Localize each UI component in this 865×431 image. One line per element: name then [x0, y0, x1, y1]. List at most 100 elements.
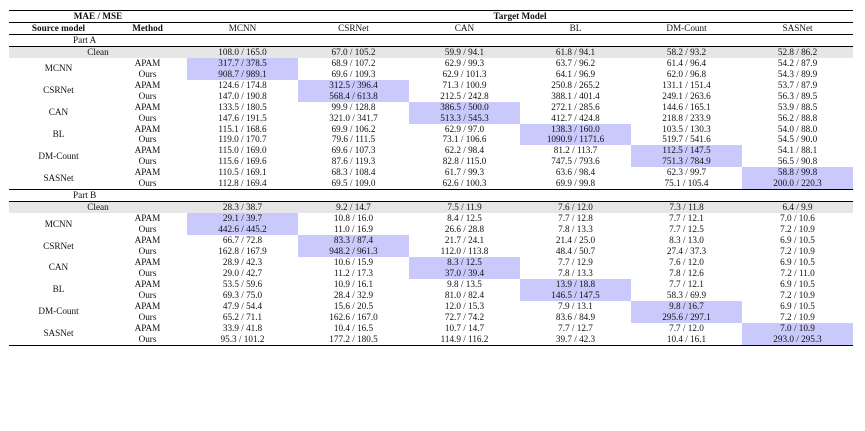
apam-cell: 124.6 / 174.8	[218, 79, 267, 90]
method-label-apam: APAM	[134, 145, 161, 156]
method-label-ours: Ours	[138, 134, 157, 145]
apam-cell: 13.9 / 18.8	[520, 278, 631, 290]
apam-row: BL APAM 115.1 / 168.6 69.9 / 106.2 62.9 / 97…	[9, 123, 853, 139]
apam-cell: 12.0 / 15.3	[444, 300, 485, 311]
apam-cell: 68.9 / 107.2	[331, 57, 376, 68]
apam-cell: 9.8 / 13.5	[447, 278, 482, 289]
apam-cell: 317.7 / 378.5	[187, 57, 298, 69]
apam-cell: 66.7 / 72.8	[222, 235, 263, 246]
apam-cell: 61.7 / 99.3	[444, 167, 485, 178]
source-model-label: CAN	[48, 262, 69, 273]
results-table: MAE / MSE Target Model Source model Meth…	[9, 10, 854, 346]
method-label-ours: Ours	[138, 112, 157, 123]
clean-cell: 6.4 / 9.9	[742, 201, 854, 214]
results-body: Part A Clean 108.0 / 165.0 67.0 / 105.2 59.9…	[9, 33, 854, 346]
apam-cell: 83.3 / 87.4	[298, 235, 409, 247]
ours-cell: 7.2 / 11.0	[780, 267, 815, 278]
ours-cell: 27.4 / 37.3	[666, 246, 707, 257]
method-label-apam: APAM	[134, 322, 161, 333]
source-model-label: BL	[52, 284, 65, 295]
method-label-ours: Ours	[138, 267, 157, 278]
method-label-apam: APAM	[134, 79, 161, 90]
apam-cell: 9.8 / 16.7	[631, 300, 742, 312]
apam-cell: 99.9 / 128.8	[331, 101, 376, 112]
ours-cell: 249.1 / 263.6	[662, 90, 711, 101]
source-model-label: DM-Count	[38, 150, 79, 161]
ours-cell: 65.2 / 71.1	[222, 311, 263, 322]
clean-cell: 7.5 / 11.9	[409, 201, 520, 214]
clean-cell: 108.0 / 165.0	[187, 45, 298, 58]
part-title: Part A	[9, 33, 854, 47]
clean-cell: 28.3 / 38.7	[187, 201, 298, 214]
ours-cell: 28.4 / 32.9	[333, 289, 374, 300]
apam-cell: 7.7 / 12.7	[558, 322, 593, 333]
ours-cell: 295.6 / 297.1	[631, 311, 742, 323]
apam-cell: 10.8 / 16.0	[333, 213, 374, 224]
apam-cell: 312.5 / 396.4	[298, 79, 409, 91]
ours-cell: 29.0 / 42.7	[222, 267, 263, 278]
header-target-csrnet: CSRNet	[298, 21, 409, 35]
source-model-label: MCNN	[44, 218, 73, 229]
apam-cell: 386.5 / 500.0	[409, 101, 520, 113]
ours-cell: 7.2 / 10.9	[780, 224, 815, 235]
ours-cell: 218.8 / 233.9	[662, 112, 711, 123]
method-label-ours: Ours	[138, 156, 157, 167]
header-target-can: CAN	[409, 21, 520, 35]
apam-cell: 7.9 / 13.1	[558, 300, 593, 311]
ours-cell: 56.5 / 90.8	[777, 156, 818, 167]
apam-cell: 6.9 / 10.5	[780, 300, 815, 311]
method-label-apam: APAM	[134, 256, 161, 267]
apam-cell: 54.2 / 87.9	[777, 57, 818, 68]
apam-cell: 10.4 / 16.5	[333, 322, 374, 333]
clean-cell: 59.9 / 94.1	[409, 45, 520, 58]
ours-cell: 7.2 / 10.9	[780, 246, 815, 257]
apam-cell: 81.2 / 113.7	[553, 145, 598, 156]
header-method: Method	[108, 21, 187, 35]
clean-cell: 7.6 / 12.0	[520, 201, 631, 214]
ours-cell: 64.1 / 96.9	[555, 68, 596, 79]
apam-cell: 69.6 / 107.3	[331, 145, 376, 156]
apam-cell: 7.7 / 12.0	[669, 322, 704, 333]
apam-cell: 115.1 / 168.6	[218, 123, 267, 134]
ours-cell: 95.3 / 101.2	[187, 333, 298, 346]
method-label-ours: Ours	[138, 289, 157, 300]
apam-cell: 10.9 / 16.1	[333, 278, 374, 289]
ours-cell: 69.3 / 75.0	[222, 289, 263, 300]
clean-label: Clean	[9, 45, 187, 58]
ours-cell: 908.7 / 989.1	[187, 68, 298, 80]
ours-row: Ours 442.6 / 445.2 11.0 / 16.9 26.6 / 28.8 7…	[9, 224, 853, 236]
method-label-apam: APAM	[134, 167, 161, 178]
method-label-apam: APAM	[134, 213, 161, 224]
apam-cell: 8.3 / 13.0	[669, 235, 704, 246]
ours-cell: 751.3 / 784.9	[631, 156, 742, 168]
source-model-label: MCNN	[44, 63, 73, 74]
ours-row: Ours 147.6 / 191.5 321.0 / 341.7 513.3 / 54…	[9, 112, 853, 124]
ours-row: Ours 29.0 / 42.7 11.2 / 17.3 37.0 / 39.4 7.8…	[9, 267, 853, 279]
ours-cell: 39.7 / 42.3	[520, 333, 631, 346]
clean-cell: 61.8 / 94.1	[520, 45, 631, 58]
ours-cell: 146.5 / 147.5	[520, 289, 631, 301]
method-label-ours: Ours	[108, 178, 187, 191]
apam-cell: 62.9 / 99.3	[444, 57, 485, 68]
part-title: Part B	[9, 189, 854, 202]
ours-cell: 62.9 / 101.3	[442, 68, 487, 79]
method-label-ours: Ours	[108, 333, 187, 346]
ours-cell: 79.6 / 111.5	[331, 134, 376, 145]
ours-row: Ours 115.6 / 169.6 87.6 / 119.3 82.8 / 115.…	[9, 156, 853, 168]
apam-cell: 250.8 / 265.2	[551, 79, 600, 90]
ours-cell: 747.5 / 793.6	[551, 156, 600, 167]
ours-cell: 26.6 / 28.8	[444, 224, 485, 235]
ours-cell: 513.3 / 545.3	[409, 112, 520, 124]
ours-cell: 7.8 / 12.6	[669, 267, 704, 278]
ours-cell: 162.6 / 167.0	[329, 311, 378, 322]
apam-cell: 103.5 / 130.3	[662, 123, 711, 134]
header-corner: MAE / MSE	[9, 10, 187, 23]
apam-cell: 62.2 / 98.4	[444, 145, 485, 156]
ours-cell: 115.6 / 169.6	[218, 156, 267, 167]
header-target-sasnet: SASNet	[742, 21, 854, 35]
apam-cell: 272.1 / 285.6	[551, 101, 600, 112]
ours-cell: 37.0 / 39.4	[409, 267, 520, 279]
method-label-ours: Ours	[138, 224, 157, 235]
ours-cell: 7.2 / 10.9	[780, 311, 815, 322]
source-model-label: CSRNet	[43, 240, 74, 251]
